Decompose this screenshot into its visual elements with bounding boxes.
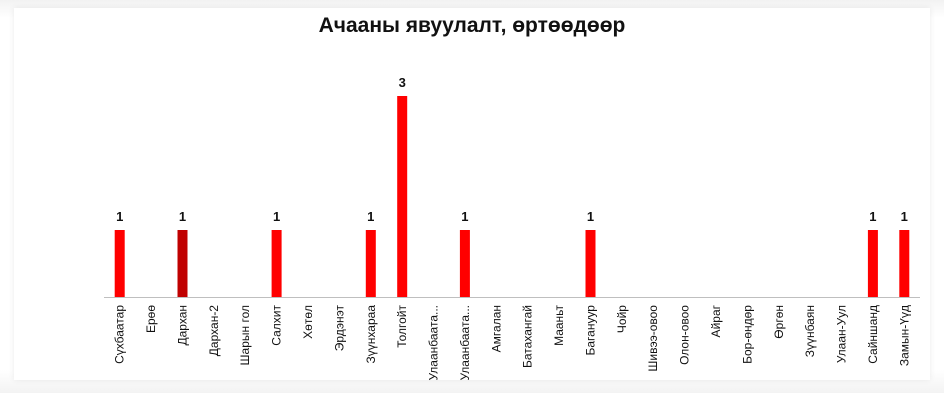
data-label-5: 1 xyxy=(273,209,280,224)
x-tick-label-14: Мааньт xyxy=(552,305,566,346)
x-tick-label-17: Шивээ-овоо xyxy=(646,305,660,372)
data-labels-group: 1 1 1 1 3 1 1 1 1 xyxy=(116,75,908,224)
bar-25 xyxy=(899,230,910,297)
data-label-2: 1 xyxy=(179,209,186,224)
bar-9 xyxy=(397,96,408,297)
x-tick-label-15: Багануур xyxy=(584,305,598,356)
bar-11 xyxy=(459,230,470,297)
data-label-15: 1 xyxy=(587,209,594,224)
data-label-11: 1 xyxy=(461,209,468,224)
bars-group xyxy=(114,96,910,297)
x-tick-label-7: Эрдэнэт xyxy=(332,304,346,351)
bar-24 xyxy=(867,230,878,297)
x-tick-label-21: Өргөн xyxy=(772,305,786,339)
chart-panel xyxy=(14,8,930,380)
x-tick-label-20: Бор-өндөр xyxy=(740,305,754,364)
x-tick-label-2: Дархан xyxy=(176,305,190,346)
data-label-24: 1 xyxy=(869,209,876,224)
bar-15 xyxy=(585,230,596,297)
x-tick-label-0: Сүхбаатар xyxy=(113,305,127,364)
x-tick-labels-group: Сүхбаатар Ерөө Дархан Дархан-2 Шарын гол Салх… xyxy=(113,304,912,380)
x-tick-label-18: Олон-овоо xyxy=(678,305,692,365)
data-label-8: 1 xyxy=(367,209,374,224)
x-tick-label-24: Сайншанд xyxy=(866,305,880,364)
x-tick-label-13: Батахангай xyxy=(521,305,535,368)
x-tick-label-6: Хөтөл xyxy=(301,305,315,339)
x-tick-label-23: Улаан-Уул xyxy=(835,305,849,363)
x-tick-label-12: Амгалан xyxy=(489,305,503,352)
x-tick-label-11: Улаанбаата... xyxy=(458,305,472,381)
bar-5 xyxy=(271,230,282,297)
x-tick-label-16: Чойр xyxy=(615,305,629,333)
x-tick-label-22: Зүүнбаян xyxy=(803,305,817,357)
bar-8 xyxy=(365,230,376,297)
x-tick-label-19: Айраг xyxy=(709,304,723,337)
data-label-9: 3 xyxy=(399,75,406,90)
chart-title: Ачааны явуулалт, өртөөдөөр xyxy=(318,14,626,37)
x-tick-label-8: Зүүнхараа xyxy=(364,305,378,364)
x-tick-label-1: Ерөө xyxy=(144,305,158,333)
x-tick-label-5: Салхит xyxy=(270,305,284,346)
x-tick-label-3: Дархан-2 xyxy=(207,305,221,357)
data-label-25: 1 xyxy=(901,209,908,224)
bar-2 xyxy=(177,230,188,297)
x-tick-label-10: Улаанбаата... xyxy=(427,305,441,381)
x-tick-label-9: Толгойт xyxy=(395,305,409,348)
bar-0 xyxy=(114,230,125,297)
data-label-0: 1 xyxy=(116,209,123,224)
x-tick-label-25: Замын-Үүд xyxy=(897,305,911,366)
x-tick-label-4: Шарын гол xyxy=(238,305,252,365)
